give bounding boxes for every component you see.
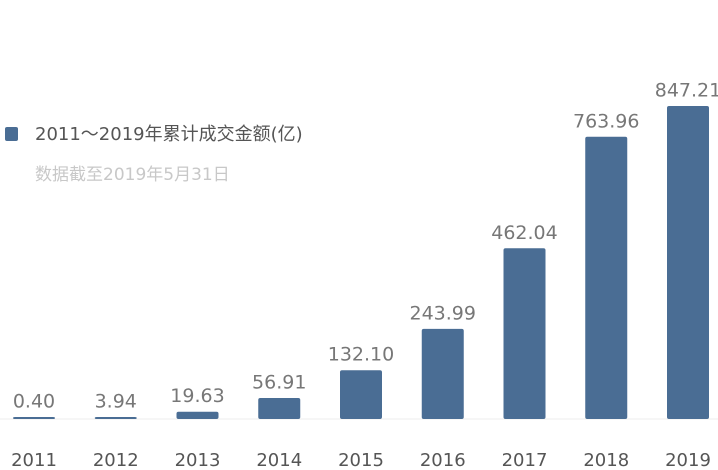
legend-swatch (5, 127, 18, 141)
x-tick-label: 2011 (11, 450, 57, 470)
x-tick-label: 2015 (338, 450, 384, 470)
bar (503, 248, 546, 419)
bar (585, 136, 628, 420)
bar (13, 417, 55, 419)
value-label: 462.04 (491, 222, 557, 244)
value-label: 56.91 (252, 371, 306, 393)
bar (667, 106, 709, 419)
subtitle: 数据截至2019年5月31日 (35, 165, 230, 185)
x-tick-label: 2013 (175, 450, 221, 470)
x-tick-label: 2012 (93, 450, 139, 470)
x-tick-label: 2016 (420, 450, 466, 470)
x-tick-label: 2017 (502, 450, 548, 470)
value-label: 0.40 (13, 391, 55, 413)
bar (94, 417, 137, 419)
value-label: 3.94 (95, 391, 137, 413)
bar (176, 411, 219, 419)
value-label: 19.63 (170, 385, 224, 407)
value-label: 243.99 (410, 302, 476, 324)
legend-label: 2011～2019年累计成交金额(亿) (35, 124, 303, 145)
bar (421, 328, 464, 419)
x-tick-label: 2019 (665, 450, 711, 470)
x-tick-label: 2018 (583, 450, 629, 470)
bar (258, 397, 301, 419)
value-label: 132.10 (328, 344, 394, 366)
bar (340, 370, 382, 419)
value-label: 847.21 (655, 80, 718, 102)
value-label: 763.96 (573, 110, 639, 132)
x-tick-label: 2014 (256, 450, 302, 470)
